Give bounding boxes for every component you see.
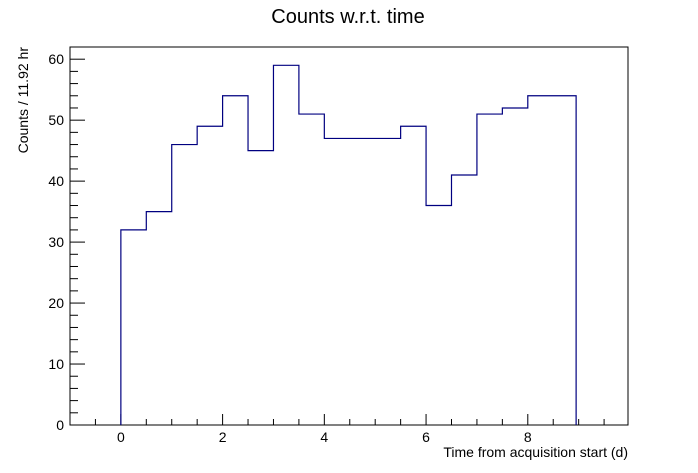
- x-axis-label: Time from acquisition start (d): [443, 444, 628, 460]
- y-tick-label: 0: [56, 417, 64, 433]
- x-tick-label: 2: [219, 429, 227, 445]
- y-tick-label: 30: [48, 234, 64, 250]
- axis-ticks: [69, 46, 605, 426]
- x-tick-label: 8: [524, 429, 532, 445]
- y-tick-label: 10: [48, 356, 64, 372]
- y-tick-label: 20: [48, 295, 64, 311]
- chart-title: Counts w.r.t. time: [271, 6, 424, 28]
- y-tick-label: 50: [48, 112, 64, 128]
- tick-labels: 0 2 4 6 8 0 10 20 30 40 50 60: [48, 51, 531, 445]
- histogram-series: [120, 64, 577, 425]
- plot-frame: [69, 46, 629, 426]
- x-tick-label: 0: [117, 429, 125, 445]
- y-axis-label: Counts / 11.92 hr: [15, 47, 31, 154]
- y-tick-label: 40: [48, 173, 64, 189]
- x-tick-label: 4: [320, 429, 328, 445]
- y-tick-label: 60: [48, 51, 64, 67]
- x-tick-label: 6: [422, 429, 430, 445]
